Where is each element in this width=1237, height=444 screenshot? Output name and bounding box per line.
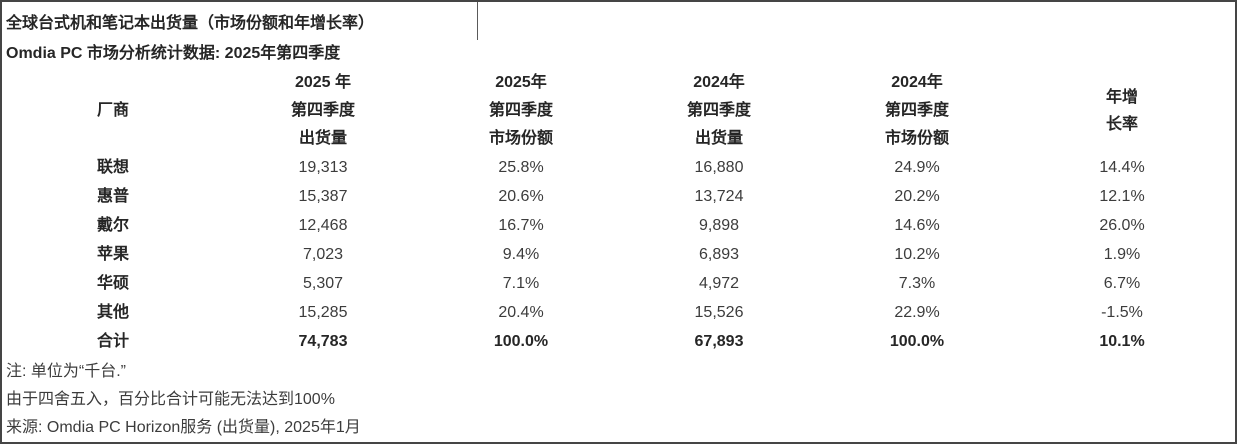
value-cell: 9.4% [502, 246, 540, 263]
value-cell: 67,893 [694, 333, 744, 350]
table-row-others: 其他 15,285 20.4% 15,526 22.9% -1.5% [2, 298, 1235, 327]
table-row-asus: 华硕 5,307 7.1% 4,972 7.3% 6.7% [2, 269, 1235, 298]
note-source: 来源: Omdia PC Horizon服务 (出货量), 2025年1月 [6, 419, 361, 436]
column-header-2025q4-share: 2025年 第四季度 市场份额 [422, 69, 620, 153]
value-cell: 4,972 [698, 275, 740, 292]
page-subtitle: Omdia PC 市场分析统计数据: 2025年第四季度 [6, 45, 341, 62]
value-cell: 7,023 [302, 246, 344, 263]
value-cell: 5,307 [302, 275, 344, 292]
note-rounding: 由于四舍五入，百分比合计可能无法达到100% [6, 391, 335, 408]
page-title: 全球台式机和笔记本出货量（市场份额和年增长率） [6, 15, 375, 32]
value-cell: 24.9% [894, 159, 940, 176]
header-line: 市场份额 [884, 130, 949, 147]
table-row-lenovo: 联想 19,313 25.8% 16,880 24.9% 14.4% [2, 153, 1235, 182]
header-line: 2025 年 [294, 74, 352, 91]
header-line: 第四季度 [686, 102, 751, 119]
value-cell: 19,313 [298, 159, 348, 176]
header-line: 第四季度 [290, 102, 355, 119]
header-line: 2025年 [495, 74, 547, 91]
value-cell: 15,526 [694, 304, 744, 321]
header-line: 2024年 [693, 74, 745, 91]
value-cell: 10.1% [1099, 333, 1145, 350]
header-line: 市场份额 [488, 130, 553, 147]
table-header-row: 厂商 2025 年 第四季度 出货量 2025年 第四季度 市场份额 2024年… [2, 69, 1235, 153]
column-header-2024q4-share: 2024年 第四季度 市场份额 [818, 69, 1016, 153]
value-cell: 74,783 [298, 333, 348, 350]
column-header-2024q4-shipments: 2024年 第四季度 出货量 [620, 69, 818, 153]
value-cell: 7.3% [898, 275, 936, 292]
value-cell: 100.0% [493, 333, 549, 350]
value-cell: 1.9% [1103, 246, 1141, 263]
value-cell: 12,468 [298, 217, 348, 234]
header-line: 年增 [1105, 89, 1138, 106]
table-row-hp: 惠普 15,387 20.6% 13,724 20.2% 12.1% [2, 182, 1235, 211]
header-line: 第四季度 [884, 102, 949, 119]
table-row-apple: 苹果 7,023 9.4% 6,893 10.2% 1.9% [2, 240, 1235, 269]
vendor-cell: 苹果 [97, 246, 130, 263]
footnotes: 注: 单位为“千台.” 由于四舍五入，百分比合计可能无法达到100% 来源: O… [2, 356, 1235, 442]
value-cell: 6.7% [1103, 275, 1141, 292]
vendor-cell: 戴尔 [97, 217, 130, 234]
title-cell-divider-line [477, 2, 478, 40]
header-line: 2024年 [891, 74, 943, 91]
vendor-cell: 合计 [97, 333, 130, 350]
value-cell: 26.0% [1099, 217, 1145, 234]
value-cell: 14.4% [1099, 159, 1145, 176]
value-cell: 20.6% [498, 188, 544, 205]
value-cell: 20.2% [894, 188, 940, 205]
column-header-2025q4-shipments: 2025 年 第四季度 出货量 [224, 69, 422, 153]
vendor-cell: 华硕 [97, 275, 130, 292]
note-unit: 注: 单位为“千台.” [6, 363, 126, 380]
value-cell: 15,285 [298, 304, 348, 321]
value-cell: 22.9% [894, 304, 940, 321]
value-cell: 15,387 [298, 188, 348, 205]
table-row-dell: 戴尔 12,468 16.7% 9,898 14.6% 26.0% [2, 211, 1235, 240]
vendor-cell: 惠普 [97, 188, 130, 205]
value-cell: 100.0% [889, 333, 945, 350]
value-cell: 12.1% [1099, 188, 1145, 205]
value-cell: 14.6% [894, 217, 940, 234]
vendor-cell: 联想 [97, 159, 130, 176]
value-cell: 10.2% [894, 246, 940, 263]
value-cell: 25.8% [498, 159, 544, 176]
value-cell: -1.5% [1101, 304, 1143, 321]
value-cell: 20.4% [498, 304, 544, 321]
vendor-cell: 其他 [97, 304, 130, 321]
table-row-total: 合计 74,783 100.0% 67,893 100.0% 10.1% [2, 327, 1235, 356]
value-cell: 7.1% [502, 275, 540, 292]
header-line: 出货量 [298, 130, 347, 147]
header-line: 第四季度 [488, 102, 553, 119]
value-cell: 16,880 [694, 159, 744, 176]
value-cell: 13,724 [694, 188, 744, 205]
value-cell: 16.7% [498, 217, 544, 234]
column-header-vendor: 厂商 [97, 102, 130, 119]
header-line: 长率 [1105, 116, 1138, 133]
header-line: 出货量 [694, 130, 743, 147]
column-header-yoy-growth: 年增 长率 [1016, 69, 1228, 153]
value-cell: 9,898 [698, 217, 740, 234]
value-cell: 6,893 [698, 246, 740, 263]
